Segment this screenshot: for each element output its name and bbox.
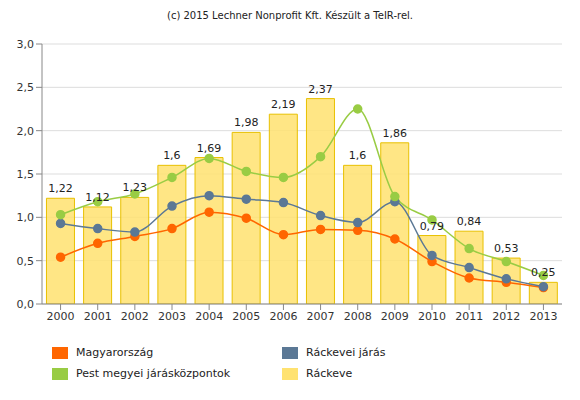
svg-text:2,19: 2,19 <box>271 98 296 111</box>
html-text:Magyarország: Magyarország <box>76 346 154 359</box>
svg-text:2009: 2009 <box>381 310 409 323</box>
svg-text:1,23: 1,23 <box>122 181 147 194</box>
svg-text:2005: 2005 <box>232 310 260 323</box>
svg-text:1,98: 1,98 <box>234 116 259 129</box>
html-text:Ráckeve: Ráckeve <box>306 367 353 380</box>
svg-text:2010: 2010 <box>418 310 446 323</box>
svg-text:0,79: 0,79 <box>420 220 445 233</box>
svg-text:0,25: 0,25 <box>531 266 556 279</box>
svg-text:2013: 2013 <box>529 310 557 323</box>
svg-text:1,5: 1,5 <box>17 168 35 181</box>
svg-text:1,69: 1,69 <box>197 142 222 155</box>
svg-text:1,12: 1,12 <box>85 191 110 204</box>
svg-text:2007: 2007 <box>307 310 335 323</box>
svg-text:2,0: 2,0 <box>17 125 35 138</box>
svg-text:1,6: 1,6 <box>163 149 181 162</box>
svg-text:2003: 2003 <box>158 310 186 323</box>
svg-text:0,5: 0,5 <box>17 255 35 268</box>
svg-text:2008: 2008 <box>344 310 372 323</box>
svg-text:2000: 2000 <box>47 310 75 323</box>
svg-text:2011: 2011 <box>455 310 483 323</box>
html-text:(c) 2015 Lechner Nonprofit Kft: (c) 2015 Lechner Nonprofit Kft. Készült … <box>167 10 413 21</box>
html-text:Ráckevei járás: Ráckevei járás <box>306 346 386 359</box>
svg-text:1,0: 1,0 <box>17 211 35 224</box>
svg-text:1,22: 1,22 <box>48 182 73 195</box>
svg-text:0,84: 0,84 <box>457 215 482 228</box>
svg-text:2001: 2001 <box>84 310 112 323</box>
html-text:Pest megyei járásközpontok: Pest megyei járásközpontok <box>76 367 231 380</box>
svg-text:2002: 2002 <box>121 310 149 323</box>
svg-text:1,86: 1,86 <box>382 127 407 140</box>
svg-text:2,5: 2,5 <box>17 81 35 94</box>
svg-text:2,37: 2,37 <box>308 83 333 96</box>
svg-text:2006: 2006 <box>269 310 297 323</box>
svg-text:2004: 2004 <box>195 310 223 323</box>
svg-text:3,0: 3,0 <box>17 38 35 51</box>
svg-text:0,0: 0,0 <box>17 298 35 311</box>
svg-text:2012: 2012 <box>492 310 520 323</box>
svg-text:1,6: 1,6 <box>349 149 367 162</box>
svg-text:0,53: 0,53 <box>494 242 519 255</box>
